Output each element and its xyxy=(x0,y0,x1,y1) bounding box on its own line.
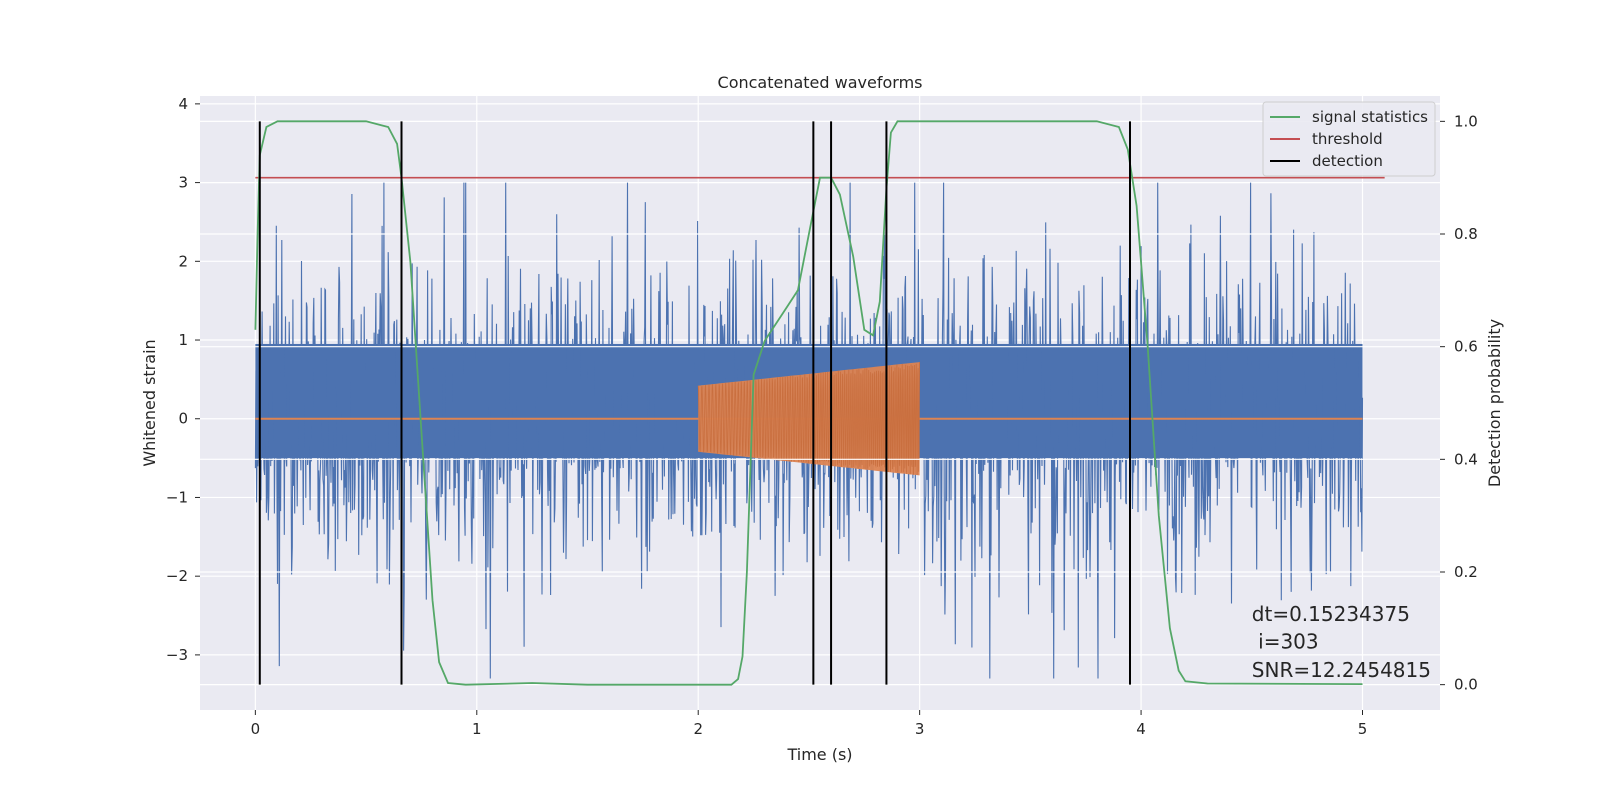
y-ticks-left: −3 −2 −1 0 1 2 3 4 xyxy=(166,95,200,664)
legend-label-threshold: threshold xyxy=(1312,130,1383,148)
legend-label-detection: detection xyxy=(1312,152,1383,170)
strain-line xyxy=(254,182,1364,679)
chart-title: Concatenated waveforms xyxy=(718,73,923,92)
x-tick-label: 0 xyxy=(251,720,261,738)
x-tick-label: 4 xyxy=(1136,720,1146,738)
waveform-oscillation xyxy=(697,362,920,475)
legend: signal statistics threshold detection xyxy=(1262,101,1436,177)
legend-label-signal-statistics: signal statistics xyxy=(1312,108,1428,126)
annotations: dt=0.15234375 i=303 SNR=12.2454815 xyxy=(1252,602,1431,682)
y-right-tick-label: 0.6 xyxy=(1454,338,1478,356)
y-ticks-right: 0.0 0.2 0.4 0.6 0.8 1.0 xyxy=(1440,112,1478,694)
y-right-tick-label: 0.8 xyxy=(1454,225,1478,243)
y-right-tick-label: 0.2 xyxy=(1454,563,1478,581)
x-axis-label: Time (s) xyxy=(786,745,852,764)
y-tick-label: 1 xyxy=(178,331,188,349)
y-tick-label: −2 xyxy=(166,567,188,585)
y-tick-label: 2 xyxy=(178,252,188,270)
legend-frame xyxy=(1262,101,1436,177)
annotation-dt: dt=0.15234375 xyxy=(1252,602,1410,626)
annotation-i: i=303 xyxy=(1252,630,1319,654)
y-tick-label: 4 xyxy=(178,95,188,113)
y-right-tick-label: 0.0 xyxy=(1454,676,1478,694)
x-tick-label: 1 xyxy=(472,720,482,738)
y-right-tick-label: 1.0 xyxy=(1454,112,1478,130)
x-tick-label: 5 xyxy=(1358,720,1368,738)
detection-series xyxy=(258,121,1131,685)
y-right-tick-label: 0.4 xyxy=(1454,450,1478,468)
x-ticks: 0 1 2 3 4 5 xyxy=(251,710,1368,738)
x-tick-label: 3 xyxy=(915,720,925,738)
y-tick-label: 0 xyxy=(178,410,188,428)
x-tick-label: 2 xyxy=(693,720,703,738)
y-tick-label: −3 xyxy=(166,646,188,664)
y-tick-label: 3 xyxy=(178,174,188,192)
y-axis-label: Whitened strain xyxy=(140,339,159,466)
y-axis-right-label: Detection probability xyxy=(1485,319,1504,487)
annotation-snr: SNR=12.2454815 xyxy=(1252,658,1431,682)
y-tick-label: −1 xyxy=(166,488,188,506)
